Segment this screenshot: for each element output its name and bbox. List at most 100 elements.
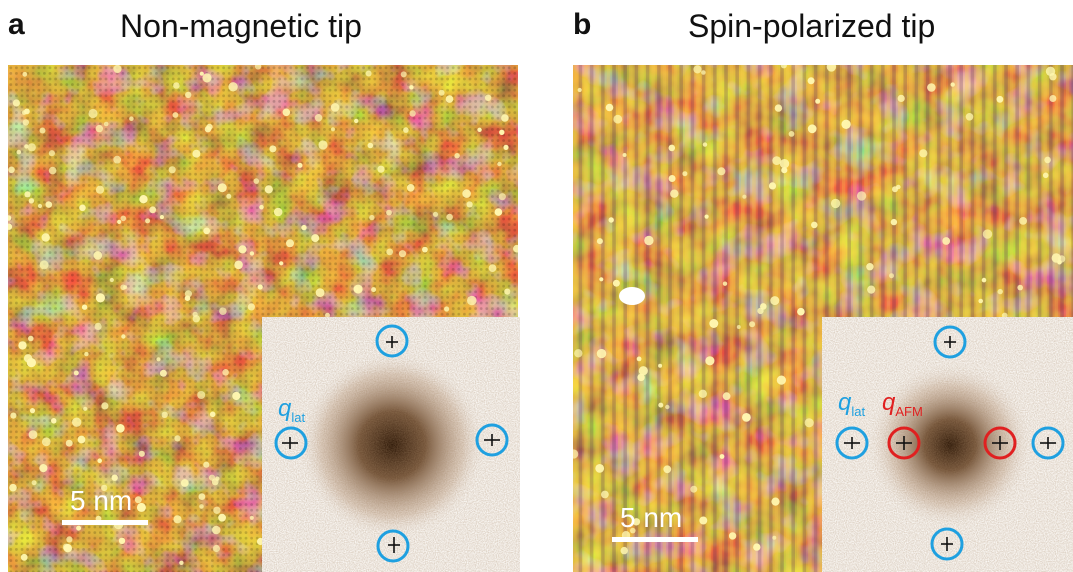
adsorbate-dot bbox=[1042, 172, 1049, 179]
adsorbate-dot bbox=[101, 402, 109, 410]
adsorbate-dot bbox=[23, 354, 33, 363]
adsorbate-dot bbox=[249, 251, 255, 256]
adsorbate-dot bbox=[466, 201, 473, 208]
adsorbate-dot bbox=[269, 145, 277, 153]
adsorbate-dot bbox=[161, 411, 168, 418]
adsorbate-dot bbox=[841, 119, 851, 129]
adsorbate-dot bbox=[709, 319, 719, 328]
adsorbate-dot bbox=[117, 219, 122, 224]
adsorbate-dot bbox=[699, 516, 708, 525]
adsorbate-dot bbox=[72, 417, 82, 427]
adsorbate-dot bbox=[172, 112, 179, 118]
adsorbate-dot bbox=[136, 502, 146, 512]
adsorbate-dot bbox=[950, 82, 955, 87]
adsorbate-dot bbox=[612, 279, 620, 287]
adsorbate-dot bbox=[159, 369, 167, 377]
adsorbate-dot bbox=[400, 71, 407, 78]
adsorbate-dot bbox=[103, 121, 109, 127]
q-lat-circle-top bbox=[375, 324, 409, 358]
adsorbate-dot bbox=[386, 209, 392, 216]
adsorbate-dot bbox=[774, 104, 783, 112]
adsorbate-dot bbox=[997, 288, 1003, 295]
adsorbate-dot bbox=[438, 89, 445, 96]
adsorbate-dot bbox=[896, 184, 901, 190]
adsorbate-dot bbox=[39, 464, 48, 473]
adsorbate-dot bbox=[1057, 255, 1066, 263]
adsorbate-dot bbox=[826, 65, 837, 72]
adsorbate-dot bbox=[668, 175, 676, 182]
adsorbate-dot bbox=[409, 110, 416, 117]
adsorbate-dot bbox=[501, 114, 509, 122]
adsorbate-dot bbox=[574, 349, 583, 358]
adsorbate-dot bbox=[215, 476, 220, 481]
adsorbate-dot bbox=[398, 250, 407, 258]
adsorbate-dot bbox=[1019, 217, 1027, 225]
adsorbate-dot bbox=[444, 306, 450, 312]
adsorbate-dot bbox=[41, 233, 50, 242]
adsorbate-dot bbox=[203, 227, 211, 235]
adsorbate-dot bbox=[354, 118, 359, 124]
adsorbate-dot bbox=[198, 493, 206, 500]
adsorbate-dot bbox=[232, 391, 241, 401]
adsorbate-dot bbox=[577, 87, 582, 93]
adsorbate-dot bbox=[605, 103, 614, 112]
adsorbate-dot bbox=[228, 82, 238, 92]
adsorbate-dot bbox=[81, 304, 88, 310]
adsorbate-dot bbox=[22, 119, 30, 126]
adsorbate-dot bbox=[353, 284, 363, 294]
adsorbate-dot bbox=[613, 114, 623, 124]
adsorbate-dot bbox=[29, 408, 36, 414]
adsorbate-dot bbox=[249, 515, 254, 520]
adsorbate-dot bbox=[728, 532, 737, 540]
adsorbate-dot bbox=[94, 322, 102, 330]
adsorbate-dot bbox=[259, 204, 264, 210]
adsorbate-dot bbox=[497, 161, 502, 167]
adsorbate-dot bbox=[467, 295, 477, 306]
adsorbate-dot bbox=[97, 458, 102, 464]
adsorbate-dot bbox=[889, 273, 894, 279]
q-afm-label: qAFM bbox=[882, 389, 923, 419]
adsorbate-dot bbox=[192, 311, 198, 317]
adsorbate-dot bbox=[749, 321, 756, 328]
adsorbate-dot bbox=[462, 189, 471, 198]
adsorbate-dot bbox=[173, 515, 182, 524]
adsorbate-dot bbox=[722, 392, 731, 401]
adsorbate-dot bbox=[286, 239, 294, 248]
adsorbate-dot bbox=[978, 298, 983, 304]
adsorbate-dot bbox=[9, 483, 17, 492]
adsorbate-dot bbox=[88, 108, 98, 119]
adsorbate-dot bbox=[120, 284, 126, 291]
adsorbate-dot bbox=[698, 389, 707, 398]
adsorbate-dot bbox=[330, 127, 336, 132]
panel-a-title: Non-magnetic tip bbox=[120, 8, 362, 44]
adsorbate-dot bbox=[513, 244, 518, 253]
adsorbate-dot bbox=[484, 94, 492, 101]
adsorbate-dot bbox=[890, 218, 898, 226]
adsorbate-dot bbox=[665, 404, 670, 410]
adsorbate-dot bbox=[386, 248, 394, 256]
adsorbate-dot bbox=[682, 171, 688, 177]
adsorbate-dot bbox=[658, 402, 664, 408]
adsorbate-dot bbox=[213, 506, 221, 514]
adsorbate-dot bbox=[129, 116, 134, 121]
adsorbate-dot bbox=[18, 341, 27, 350]
adsorbate-dot bbox=[95, 293, 105, 303]
adsorbate-dot bbox=[644, 235, 654, 246]
adsorbate-dot bbox=[503, 144, 509, 150]
adsorbate-dot bbox=[330, 103, 340, 112]
adsorbate-dot bbox=[95, 185, 105, 194]
q-lat-label: qlat bbox=[838, 389, 866, 419]
adsorbate-dot bbox=[704, 214, 709, 219]
adsorbate-dot bbox=[432, 211, 439, 217]
adsorbate-dot bbox=[690, 485, 698, 493]
adsorbate-dot bbox=[254, 65, 262, 70]
adsorbate-dot bbox=[101, 484, 108, 492]
adsorbate-dot bbox=[830, 198, 841, 209]
adsorbate-blob bbox=[619, 287, 645, 305]
adsorbate-dot bbox=[145, 218, 151, 224]
adsorbate-dot bbox=[630, 527, 636, 534]
adsorbate-dot bbox=[768, 182, 777, 190]
adsorbate-dot bbox=[596, 238, 603, 245]
adsorbate-dot bbox=[21, 110, 27, 115]
adsorbate-dot bbox=[807, 77, 815, 85]
